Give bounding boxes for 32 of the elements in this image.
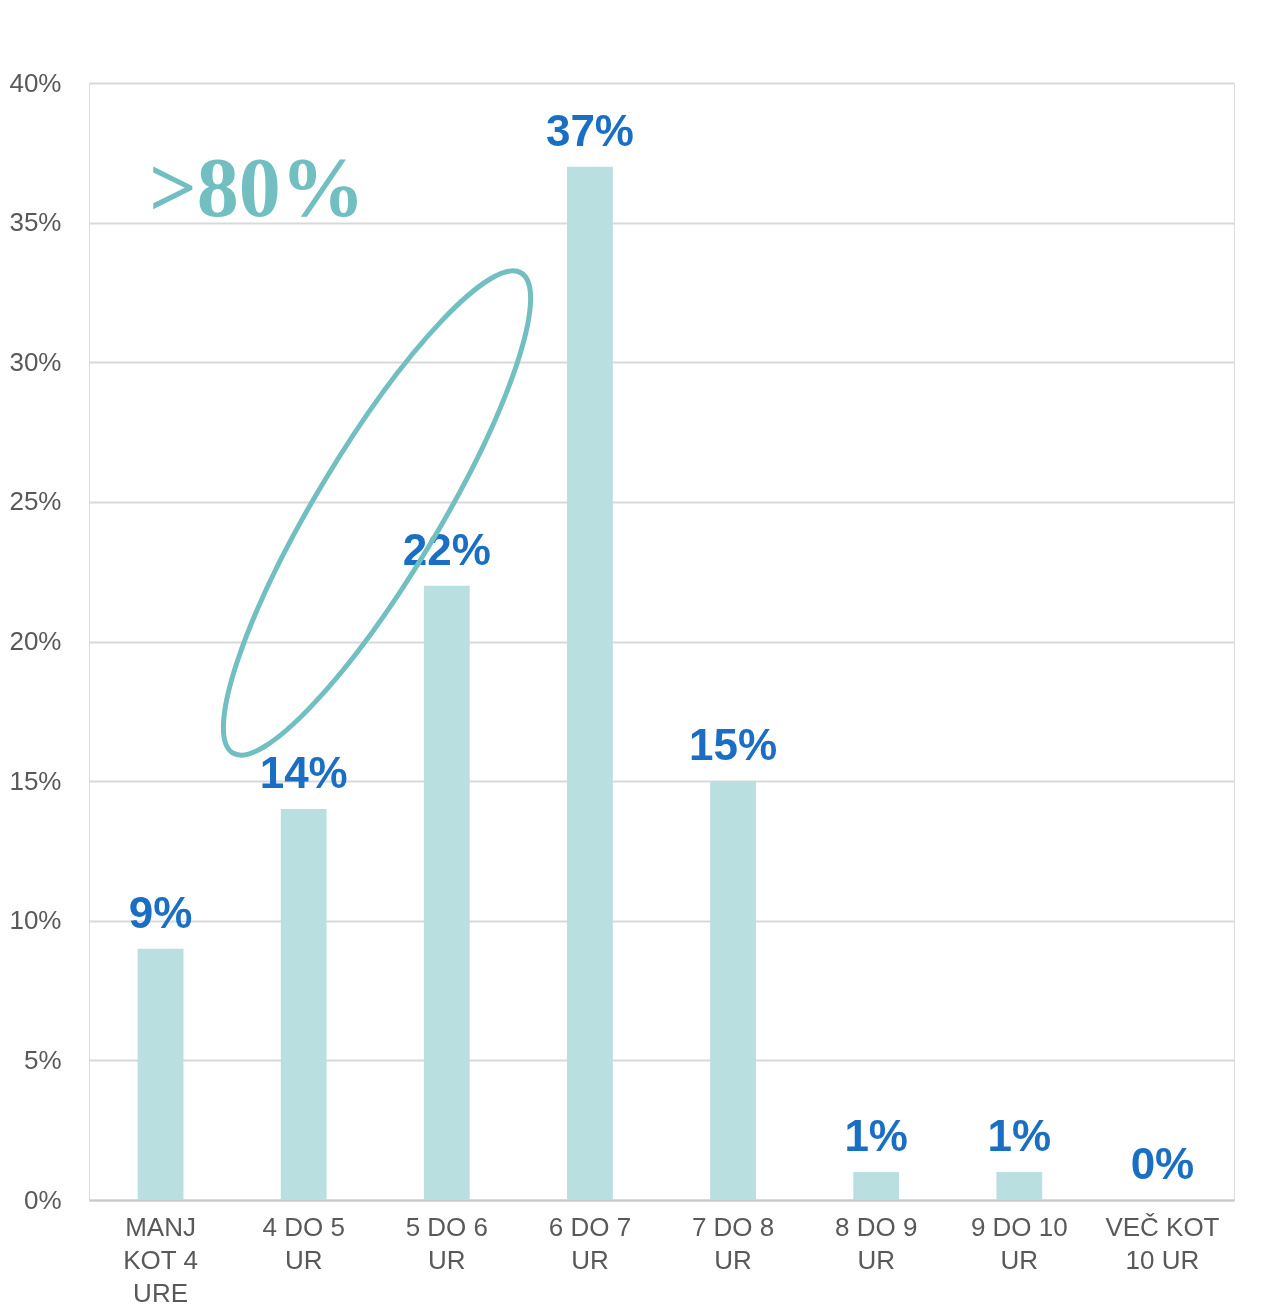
bar	[853, 1172, 900, 1200]
annotation: >80%	[149, 141, 365, 234]
x-tick-label: 6 DO 7 UR	[548, 1211, 632, 1275]
x-tick-label: 5 DO 6 UR	[405, 1211, 488, 1275]
bar	[567, 166, 613, 1200]
bar	[423, 585, 470, 1200]
y-tick-label: 40%	[9, 67, 62, 98]
bar	[137, 948, 184, 1200]
y-tick-label: 15%	[9, 765, 62, 796]
x-tick-label: MANJ KOT 4 URE	[123, 1211, 198, 1308]
data-label: 0%	[1130, 1139, 1195, 1188]
y-tick-label: 0%	[23, 1184, 62, 1215]
bar	[996, 1172, 1043, 1200]
data-label: 15%	[689, 720, 778, 770]
data-label: 9%	[128, 887, 193, 937]
y-tick-label: 5%	[23, 1044, 62, 1075]
x-tick-label: 7 DO 8 UR	[691, 1211, 775, 1275]
y-tick-label: 25%	[9, 486, 62, 517]
bar	[710, 781, 756, 1200]
bar	[280, 809, 327, 1200]
y-tick-label: 10%	[9, 905, 62, 936]
y-tick-label: 35%	[9, 207, 62, 238]
data-label: 37%	[545, 105, 634, 155]
y-tick-label: 20%	[9, 626, 62, 656]
data-label: 14%	[259, 748, 348, 798]
x-tick-label: VEČ KOT 10 UR	[1105, 1211, 1220, 1275]
y-tick-label: 30%	[9, 346, 62, 377]
x-tick-label: 4 DO 5 UR	[262, 1211, 345, 1275]
data-label: 1%	[844, 1111, 908, 1161]
x-tick-label: 9 DO 10 UR	[970, 1211, 1068, 1275]
data-label: 1%	[987, 1111, 1052, 1161]
x-tick-label: 8 DO 9 UR	[835, 1211, 918, 1275]
